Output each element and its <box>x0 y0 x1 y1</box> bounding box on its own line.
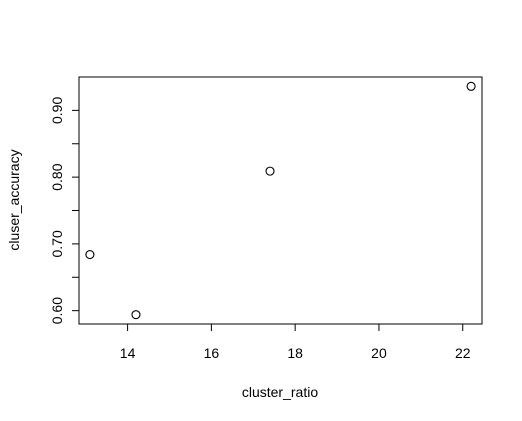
data-point <box>265 166 275 176</box>
y-axis-title: cluser_accuracy <box>6 149 22 250</box>
y-axis: 0.60 0.70 0.80 0.90 <box>49 97 80 324</box>
data-point <box>85 250 95 260</box>
data-point <box>131 310 141 320</box>
y-tick-label: 0.70 <box>49 230 65 257</box>
y-tick-label: 0.60 <box>49 297 65 324</box>
x-tick-label: 16 <box>204 345 220 361</box>
data-points <box>85 81 476 320</box>
data-point <box>466 81 476 91</box>
y-tick-label: 0.80 <box>49 163 65 190</box>
x-tick-label: 20 <box>371 345 387 361</box>
y-tick-label: 0.90 <box>49 97 65 124</box>
x-tick-label: 18 <box>287 345 303 361</box>
plot-frame <box>78 76 483 325</box>
x-axis: 14 16 18 20 22 <box>120 323 471 361</box>
x-tick-label: 14 <box>120 345 136 361</box>
x-tick-label: 22 <box>455 345 471 361</box>
x-axis-title: cluster_ratio <box>242 384 318 400</box>
